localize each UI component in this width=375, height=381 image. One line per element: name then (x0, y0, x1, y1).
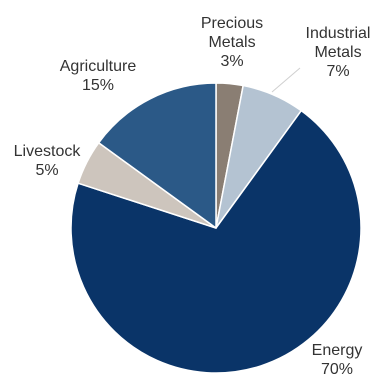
slice-label-precious-metals-line2: Metals (208, 34, 256, 51)
slice-label-livestock: Livestock 5% (4, 142, 90, 180)
slice-value-industrial-metals: 7% (326, 63, 350, 80)
pie-slices (70, 82, 362, 374)
slice-label-agriculture-line1: Agriculture (59, 58, 137, 75)
slice-label-precious-metals-line1: Precious (200, 15, 264, 32)
slice-label-industrial-metals: Industrial Metals 7% (298, 24, 375, 81)
slice-label-agriculture: Agriculture 15% (48, 57, 148, 95)
leader-line-industrial (271, 67, 301, 93)
slice-label-energy-line1: Energy (311, 342, 363, 359)
pie-slice-energy (70, 109, 362, 374)
slice-value-agriculture: 15% (81, 77, 115, 94)
slice-label-precious-metals: Precious Metals 3% (190, 14, 274, 71)
slice-label-industrial-metals-line2: Metals (314, 44, 362, 61)
pie-slice-agriculture (97, 82, 217, 229)
slice-label-livestock-line1: Livestock (13, 143, 81, 160)
slice-value-energy: 70% (320, 361, 354, 378)
slice-label-industrial-metals-line1: Industrial (305, 25, 371, 42)
slice-label-energy: Energy 70% (300, 341, 374, 379)
slice-value-precious-metals: 3% (220, 53, 244, 70)
slice-value-livestock: 5% (35, 162, 59, 179)
